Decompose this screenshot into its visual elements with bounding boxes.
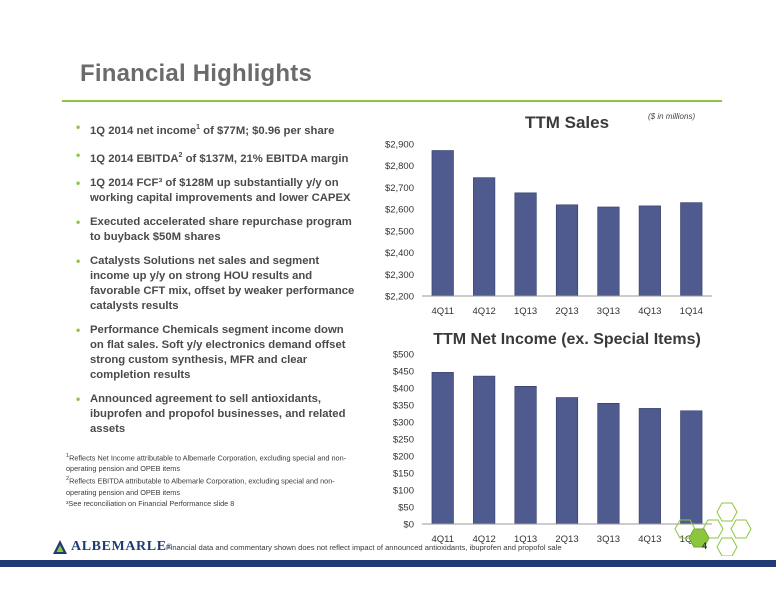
x-tick-label: 3Q13	[597, 306, 620, 317]
logo-mark-icon	[53, 540, 67, 554]
footnote: 1Reflects Net Income attributable to Alb…	[66, 453, 347, 474]
bar	[555, 204, 579, 297]
ttm-sales-chart: TTM Sales $2,200 $2,300 $2,400 $2,500 $2,600 $…	[385, 113, 712, 317]
hexagon-icon	[674, 519, 696, 539]
bullet-icon: •	[76, 391, 81, 406]
y-tick-label: $300	[393, 418, 414, 429]
y-tick-label: $2,500	[385, 226, 414, 237]
highlight-item: • Performance Chemicals segment income do…	[76, 322, 346, 381]
y-tick-label: $2,400	[385, 248, 414, 259]
y-tick-label: $500	[393, 350, 414, 361]
bar	[638, 205, 661, 297]
ttm-net-income-chart: TTM Net Income (ex. Special Items) $0 $50 $…	[393, 331, 712, 545]
x-tick-label: 3Q13	[597, 534, 620, 545]
y-tick-label: $50	[398, 503, 414, 514]
y-tick-label: $2,700	[385, 183, 414, 194]
footnote: 2Reflects EBITDA attributable to Albemar…	[66, 476, 335, 497]
x-tick-label: 4Q11	[431, 306, 454, 317]
chart-title: TTM Sales	[525, 113, 609, 132]
bar	[638, 408, 661, 525]
y-tick-label: $2,300	[385, 270, 414, 281]
y-tick-label: $250	[393, 435, 414, 446]
bullet-icon: •	[76, 175, 81, 190]
x-tick-label: 4Q13	[638, 306, 661, 317]
bar	[597, 402, 620, 525]
bar	[473, 177, 496, 297]
hexagon-icon	[716, 537, 738, 556]
y-tick-label: $350	[393, 401, 414, 412]
y-tick-label: $0	[403, 520, 414, 531]
y-tick-label: $2,900	[385, 140, 414, 151]
bottom-bar	[0, 560, 776, 567]
bar	[473, 375, 496, 525]
highlight-item: • 1Q 2014 net income1 of $77M; $0.96 per …	[76, 120, 335, 137]
footnotes: 1Reflects Net Income attributable to Alb…	[66, 451, 362, 509]
x-tick-label: 4Q11	[431, 534, 454, 545]
page-number: 4	[702, 541, 708, 551]
y-tick-label: $150	[393, 469, 414, 480]
y-tick-label: $100	[393, 486, 414, 497]
unit-note: ($ in millions)	[648, 112, 696, 121]
chart-title: TTM Net Income (ex. Special Items)	[433, 331, 701, 348]
hexagon-icon	[730, 519, 752, 539]
bullet-icon: •	[76, 253, 81, 268]
highlights-list: • 1Q 2014 net income1 of $77M; $0.96 per …	[76, 120, 358, 446]
page-title: Financial Highlights	[80, 60, 313, 87]
highlight-item: • 1Q 2014 EBITDA2 of $137M, 21% EBITDA ma…	[76, 147, 349, 165]
bar	[514, 385, 537, 525]
x-tick-label: 2Q13	[555, 534, 578, 545]
hexagon-icon	[716, 502, 738, 522]
bar	[597, 206, 620, 297]
highlight-item: • Announced agreement to sell antioxidant…	[76, 391, 346, 435]
y-tick-label: $2,800	[385, 161, 414, 172]
y-tick-label: $2,600	[385, 205, 414, 216]
bullet-icon: •	[76, 322, 81, 337]
title-divider	[62, 100, 722, 102]
bar	[555, 397, 579, 525]
bar	[514, 192, 537, 297]
y-tick-label: $2,200	[385, 292, 414, 303]
x-tick-label: 4Q12	[473, 534, 496, 545]
x-tick-label: 2Q13	[555, 306, 578, 317]
bar	[680, 202, 703, 297]
logo-registered-mark: ®	[166, 543, 172, 551]
y-tick-label: $200	[393, 452, 414, 463]
albemarle-logo: ALBEMARLE ®	[52, 539, 172, 555]
highlight-item: • Executed accelerated share repurchase p…	[76, 214, 352, 243]
hexagon-decoration	[674, 502, 752, 556]
y-tick-label: $400	[393, 384, 414, 395]
bar	[431, 372, 454, 525]
bullet-icon: •	[76, 147, 81, 162]
logo-wordmark: ALBEMARLE	[71, 539, 167, 554]
x-tick-label: 1Q13	[514, 534, 537, 545]
bullet-icon: •	[76, 120, 81, 134]
x-tick-label: 1Q13	[514, 306, 537, 317]
footer-note: Financial data and commentary shown does…	[166, 543, 562, 552]
x-tick-label: 4Q12	[473, 306, 496, 317]
x-tick-label: 1Q14	[680, 306, 703, 317]
footnote: ³See reconciliation on Financial Perform…	[66, 498, 235, 508]
bar	[431, 150, 454, 297]
charts-area: TTM Sales $2,200 $2,300 $2,400 $2,500 $2,600 $…	[385, 113, 712, 545]
x-tick-label: 4Q13	[638, 534, 661, 545]
y-tick-label: $450	[393, 367, 414, 378]
highlight-item: • Catalysts Solutions net sales and segme…	[76, 253, 355, 312]
bullet-icon: •	[76, 214, 81, 229]
highlight-item: • 1Q 2014 FCF³ of $128M up substantially …	[76, 175, 351, 204]
